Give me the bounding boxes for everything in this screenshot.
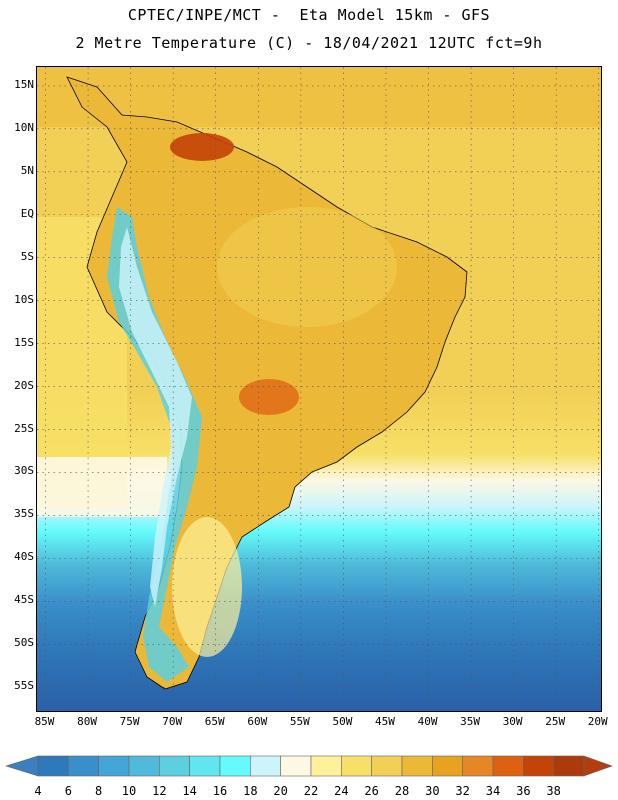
colorbar-cell: [553, 755, 585, 777]
colorbar-cell: [432, 755, 463, 777]
colorbar-tick-label: 22: [303, 784, 319, 798]
colorbar-cell: [310, 755, 342, 777]
colorbar-tick-label: 26: [364, 784, 379, 798]
colorbar-tick-label: 24: [334, 784, 349, 798]
lon-tick-label: 20W: [587, 715, 608, 728]
colorbar-low-triangle: [4, 755, 39, 777]
colorbar: [4, 755, 613, 777]
colorbar-cell: [401, 755, 433, 777]
colorbar-tick-label: 4: [34, 784, 42, 798]
amazon-warm: [217, 207, 397, 327]
lat-tick-label: 35S: [14, 507, 34, 521]
andes-highland: [119, 227, 192, 607]
colorbar-cell: [462, 755, 494, 777]
lon-tick-label: 70W: [162, 715, 183, 728]
temperature-map: [37, 67, 601, 711]
lon-tick-label: 40W: [417, 715, 438, 728]
lat-tick-label: 10N: [14, 120, 34, 134]
colorbar-cell: [371, 755, 403, 777]
lat-tick-label: 55S: [14, 679, 34, 693]
lon-tick-label: 25W: [545, 715, 566, 728]
lon-tick-label: 80W: [77, 715, 97, 728]
lat-tick-label: 10S: [14, 292, 34, 306]
paraguay-hotspot: [239, 379, 299, 415]
colorbar-cell: [523, 755, 554, 777]
map-subtitle: 2 Metre Temperature (C) - 18/04/2021 12U…: [75, 34, 543, 52]
lat-tick-label: 20S: [14, 378, 34, 392]
colorbar-cell: [280, 755, 312, 777]
colorbar-cell: [159, 755, 190, 777]
colorbar-cell: [341, 755, 372, 777]
lat-tick-label: 45S: [14, 593, 34, 607]
map-gridlines: [37, 67, 601, 711]
lat-tick-label: 40S: [14, 550, 34, 564]
lat-tick-label: 50S: [14, 636, 34, 650]
colorbar-cell: [128, 755, 160, 777]
lon-tick-label: 30W: [502, 715, 523, 728]
lon-tick-label: 50W: [332, 715, 353, 728]
lat-tick-label: 5N: [20, 163, 34, 177]
colorbar-tick-label: 36: [516, 784, 531, 798]
colorbar-cell: [98, 755, 130, 777]
lat-tick-label: 30S: [14, 464, 34, 478]
lon-tick-label: 65W: [204, 715, 225, 728]
patagonia-warm: [172, 517, 242, 657]
colorbar-cell: [189, 755, 221, 777]
lon-tick-label: 35W: [460, 715, 480, 728]
lon-tick-label: 85W: [34, 715, 55, 728]
pacific-cooler-band: [37, 457, 167, 517]
colorbar-tick-label: 28: [394, 784, 410, 798]
colorbar-tick-label: 6: [64, 784, 72, 798]
colorbar-tick-label: 38: [546, 784, 561, 798]
lat-tick-label: 15N: [14, 77, 34, 91]
lat-tick-label: 15S: [14, 335, 34, 349]
colorbar-tick-label: 34: [485, 784, 501, 798]
colorbar-tick-label: 16: [212, 784, 228, 798]
lat-tick-label: 5S: [20, 249, 34, 263]
lon-tick-label: 60W: [247, 715, 268, 728]
colorbar-tick-label: 18: [243, 784, 258, 798]
venezuela-hotspot: [170, 133, 234, 161]
lon-tick-label: 75W: [119, 715, 140, 728]
colorbar-tick-label: 20: [273, 784, 288, 798]
map-panel: [36, 66, 602, 712]
lon-tick-label: 55W: [289, 715, 310, 728]
colorbar-cell: [492, 755, 524, 777]
colorbar-cell: [250, 755, 281, 777]
lat-tick-label: EQ: [20, 206, 34, 220]
colorbar-cell: [219, 755, 251, 777]
colorbar-cell: [68, 755, 99, 777]
lat-tick-label: 25S: [14, 421, 34, 435]
colorbar-tick-label: 10: [121, 784, 137, 798]
colorbar-tick-label: 32: [455, 784, 470, 798]
colorbar-high-triangle: [583, 755, 613, 777]
colorbar-tick-label: 8: [95, 784, 103, 798]
colorbar-tick-label: 30: [425, 784, 440, 798]
colorbar-cell: [37, 755, 69, 777]
lon-tick-label: 45W: [375, 715, 395, 728]
colorbar-tick-label: 14: [182, 784, 197, 798]
map-title: CPTEC/INPE/MCT - Eta Model 15km - GFS: [127, 6, 491, 24]
colorbar-tick-label: 12: [152, 784, 167, 798]
